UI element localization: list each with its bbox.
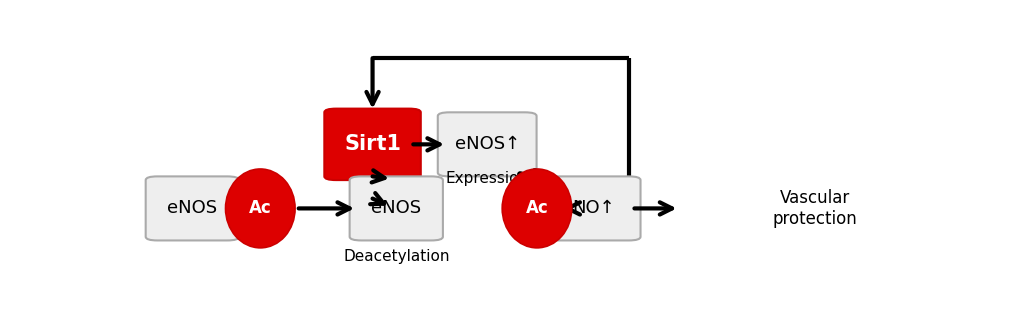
Text: eNOS: eNOS [371,199,421,217]
Ellipse shape [501,169,572,248]
Text: Deacetylation: Deacetylation [342,249,449,264]
Text: Sirt1: Sirt1 [343,134,400,154]
FancyBboxPatch shape [350,176,442,240]
FancyBboxPatch shape [146,176,238,240]
Text: Expression: Expression [445,171,528,186]
Text: Ac: Ac [249,199,271,217]
Ellipse shape [225,169,294,248]
FancyBboxPatch shape [324,108,421,180]
Text: Vascular
protection: Vascular protection [772,189,857,228]
Text: Ac: Ac [525,199,548,217]
Text: eNOS: eNOS [167,199,217,217]
Text: NO↑: NO↑ [572,199,614,217]
FancyBboxPatch shape [437,112,536,176]
Text: eNOS↑: eNOS↑ [454,135,520,153]
FancyBboxPatch shape [547,176,640,240]
